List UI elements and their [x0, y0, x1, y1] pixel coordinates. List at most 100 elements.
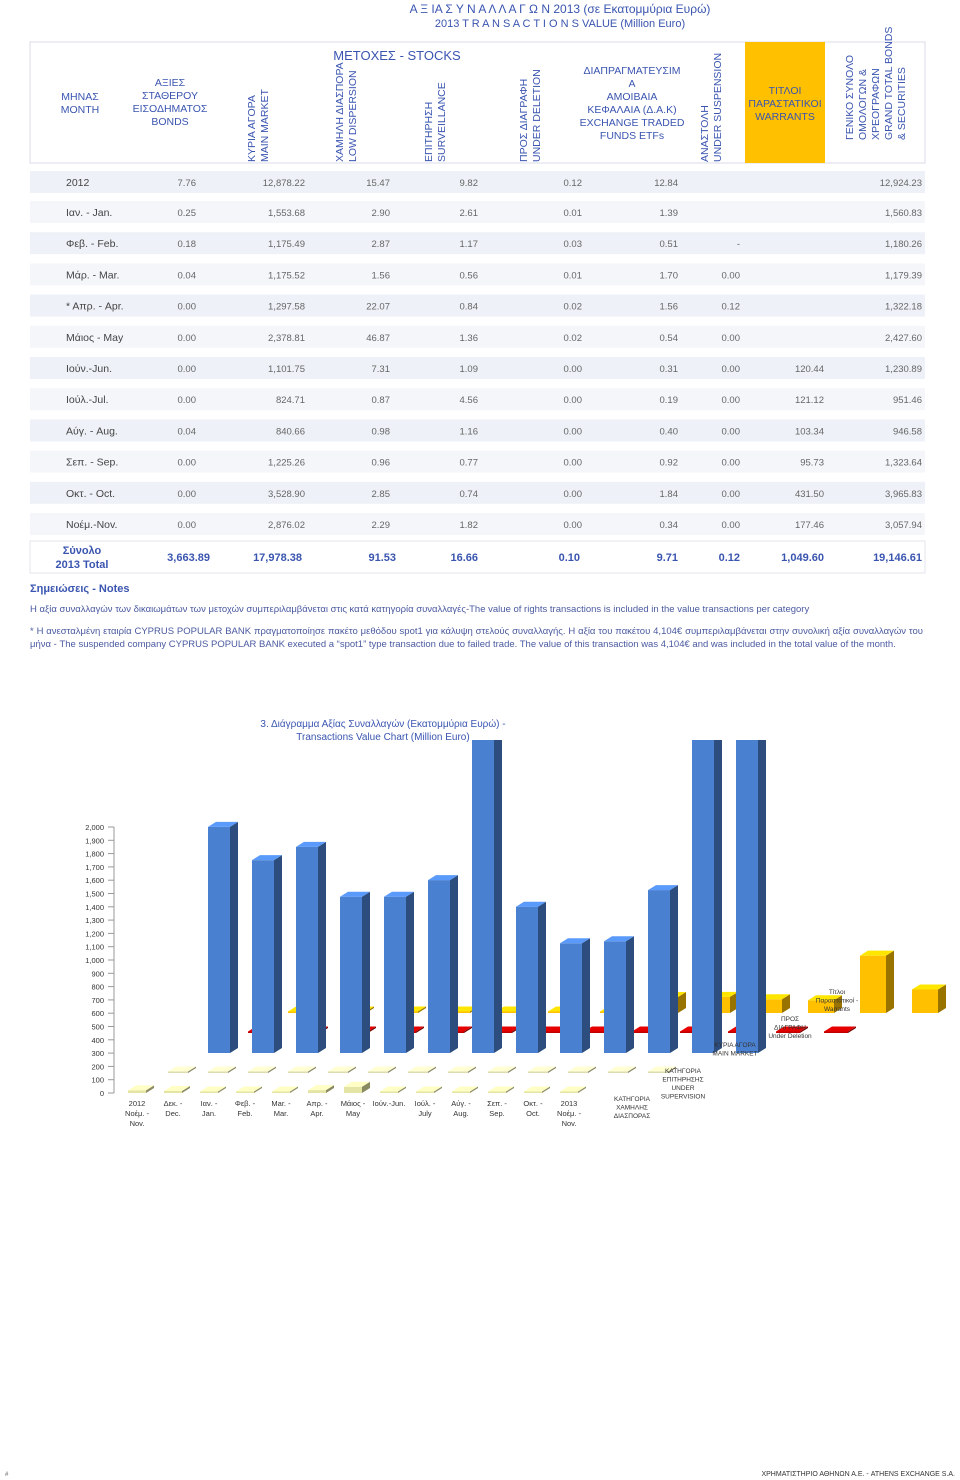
bar — [536, 1031, 560, 1033]
cell: 0.00 — [178, 489, 197, 500]
cell: 1,175.49 — [268, 239, 305, 250]
bar-top — [824, 1026, 856, 1032]
total-cell: 17,978.38 — [253, 552, 302, 564]
bar-top — [428, 875, 458, 881]
x-tick-label: Οκτ. - — [523, 1099, 543, 1108]
legend-label: ΕΠΙΤΗΡΗΣΗΣ — [662, 1077, 703, 1084]
cell: 7.31 — [372, 364, 391, 375]
bar — [472, 740, 494, 1053]
bar-top — [692, 579, 722, 584]
cell: 946.58 — [893, 426, 922, 437]
bar-top — [860, 950, 894, 956]
bar-side — [182, 1086, 190, 1093]
warrants-header-bg — [745, 42, 825, 163]
bar-side — [800, 1026, 808, 1033]
cell: 120.44 — [795, 364, 824, 375]
cell: 4.56 — [460, 395, 479, 406]
x-tick-label: Ιαν. - — [201, 1099, 218, 1108]
cell: 0.00 — [178, 302, 197, 313]
bar-top — [288, 1066, 316, 1072]
total-cell: 9.71 — [657, 552, 678, 564]
x-tick-label: Απρ. - — [306, 1099, 328, 1108]
note: Η αξία συναλλαγών των δικαιωμάτων των με… — [30, 604, 810, 615]
row-band — [30, 513, 925, 535]
cell: 0.00 — [178, 458, 197, 469]
x-tick-label: Apr. — [310, 1109, 323, 1118]
bar-top — [236, 1086, 262, 1092]
y-tick-label: 0 — [100, 1089, 104, 1098]
bar-side — [938, 984, 946, 1013]
bar — [288, 1071, 308, 1073]
cell: 3,057.94 — [885, 520, 922, 531]
total-cell: 16.66 — [450, 552, 478, 564]
cell: 12,878.22 — [263, 178, 305, 189]
y-tick-label: 1,300 — [85, 916, 104, 925]
bar — [368, 1071, 388, 1073]
bar-side — [678, 992, 686, 1013]
cell: 0.12 — [722, 302, 741, 313]
cell: 1,180.26 — [885, 239, 922, 250]
bar — [496, 1011, 522, 1013]
legend-label: ΚΑΤΗΓΟΡΙΑ — [665, 1068, 702, 1075]
bar-top — [524, 1086, 550, 1092]
y-tick-label: 100 — [91, 1076, 104, 1085]
bar-side — [714, 740, 722, 1053]
bar-top — [252, 855, 282, 861]
column-header: ΣΤΑΘΕΡΟΥ — [142, 90, 198, 102]
x-tick-label: Mar. — [274, 1109, 289, 1118]
column-header: ΤΙΤΛΟΙ — [769, 85, 802, 97]
cell: 0.01 — [564, 270, 583, 281]
x-tick-label: Σεπ. - — [487, 1099, 507, 1108]
bar-top — [380, 1086, 406, 1092]
cell: 0.18 — [178, 239, 197, 250]
cell: 15.47 — [366, 178, 390, 189]
row-band — [30, 232, 925, 255]
bar-side — [388, 1066, 396, 1073]
legend-label: Warrants — [824, 1006, 851, 1013]
bar — [384, 896, 406, 1053]
cell: 121.12 — [795, 395, 824, 406]
bar-side — [578, 1086, 586, 1093]
bar-top — [808, 995, 842, 1001]
y-tick-label: 1,000 — [85, 956, 104, 965]
bar-side — [538, 901, 546, 1053]
cell: 1.84 — [660, 489, 679, 500]
column-header: ΧΡΕΟΓΡΑΦΩΝ — [870, 68, 882, 140]
row-label: Ιούλ.-Jul. — [66, 394, 109, 406]
bar-side — [318, 841, 326, 1053]
footer-right: ΧΡΗΜΑΤΙΣΤΗΡΙΟ ΑΘΗΝΩΝ Α.Ε. - ATHENS EXCHA… — [761, 1471, 955, 1478]
bar-top — [272, 1086, 298, 1092]
chart-title: Transactions Value Chart (Million Euro) — [296, 732, 469, 743]
footer-left: # — [5, 1472, 9, 1478]
cell: 0.56 — [460, 270, 479, 281]
cell: 0.92 — [660, 458, 679, 469]
bar-side — [416, 1026, 424, 1033]
bar-side — [470, 1086, 478, 1093]
bar-top — [368, 1066, 396, 1072]
cell: 177.46 — [795, 520, 824, 531]
bar-top — [448, 1066, 476, 1072]
column-header: WARRANTS — [755, 111, 815, 123]
bar-side — [588, 1066, 596, 1073]
total-band — [29, 540, 926, 574]
bar-side — [626, 936, 634, 1053]
bar-side — [290, 1086, 298, 1093]
bar — [328, 1071, 348, 1073]
column-header: ΑΞΙΕΣ — [155, 77, 186, 89]
cell: 0.00 — [722, 333, 741, 344]
cell: 0.00 — [178, 364, 197, 375]
bar-side — [274, 855, 282, 1053]
column-header: ΚΥΡΙΑ ΑΓΟΡΑ — [246, 95, 258, 162]
bar-side — [428, 1066, 436, 1073]
cell: 0.03 — [564, 239, 583, 250]
bar-side — [506, 1086, 514, 1093]
cell: 0.96 — [372, 458, 391, 469]
cell: 0.02 — [564, 302, 583, 313]
bar-side — [582, 938, 590, 1053]
cell: 1.39 — [660, 208, 679, 219]
notes-heading: Σημειώσεις - Notes — [30, 583, 129, 595]
bar-side — [418, 1006, 426, 1013]
x-tick-label: Dec. — [165, 1109, 180, 1118]
x-tick-label: Νοέμ. - — [557, 1109, 581, 1118]
cell: 0.51 — [660, 239, 679, 250]
